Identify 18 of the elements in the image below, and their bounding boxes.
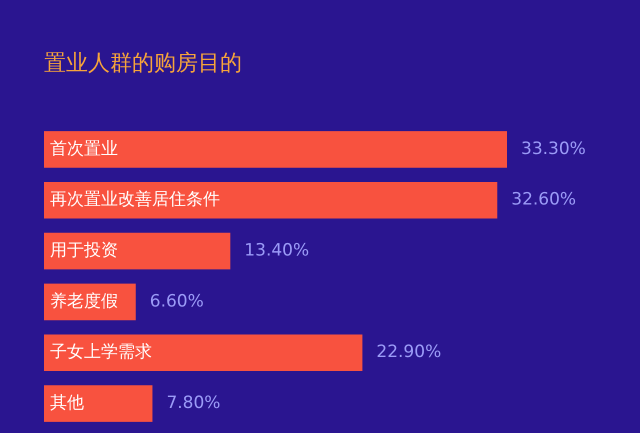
bar bbox=[44, 232, 230, 270]
bar bbox=[44, 182, 498, 219]
data-label: 13.40% bbox=[244, 240, 310, 261]
chart-title: 置业人群的购房目的 bbox=[44, 50, 242, 78]
y-tick-label: 其他 bbox=[50, 393, 84, 414]
bar bbox=[44, 334, 362, 372]
bar bbox=[44, 385, 152, 422]
y-tick-label: 养老度假 bbox=[50, 291, 118, 312]
y-tick-label: 子女上学需求 bbox=[50, 342, 152, 362]
data-label: 7.80% bbox=[166, 393, 220, 414]
bar bbox=[44, 131, 507, 168]
y-tick-label: 首次置业 bbox=[50, 138, 118, 159]
y-tick-label: 再次置业改善居住条件 bbox=[50, 190, 220, 210]
data-label: 32.60% bbox=[511, 190, 576, 210]
data-label: 33.30% bbox=[521, 138, 586, 159]
data-label: 22.90% bbox=[376, 342, 442, 362]
data-label: 6.60% bbox=[150, 291, 204, 312]
y-tick-label: 用于投资 bbox=[50, 240, 118, 261]
